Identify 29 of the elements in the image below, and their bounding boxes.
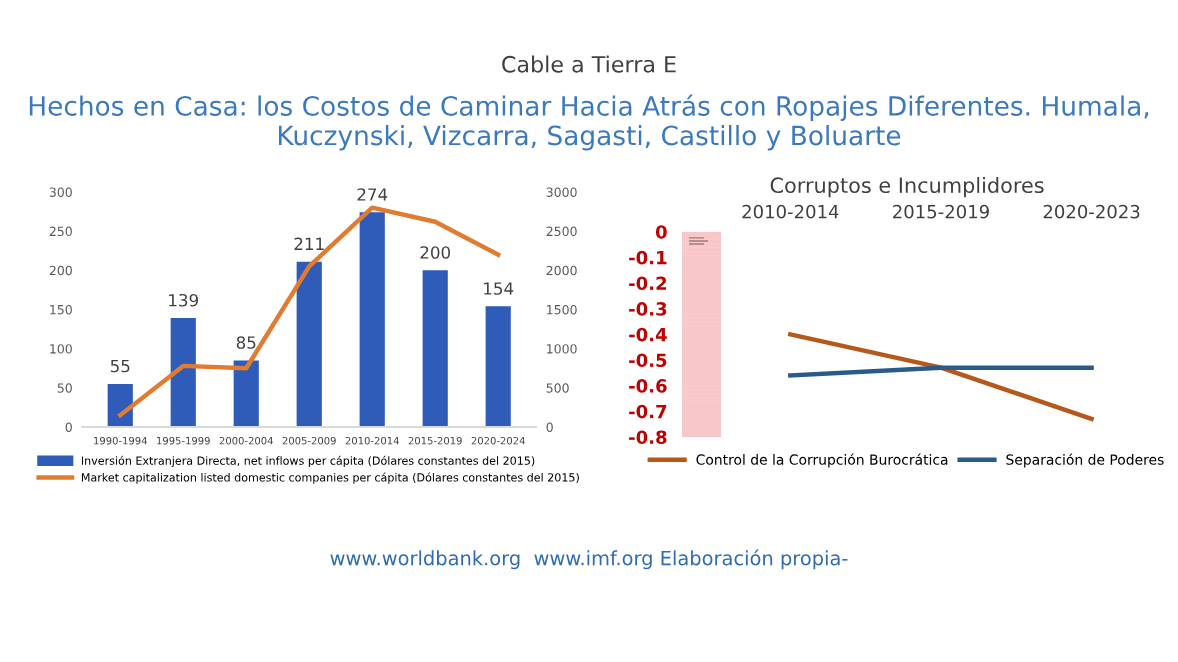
- data-label: 274: [357, 188, 388, 201]
- y-tick-label: -0.6: [629, 379, 667, 393]
- chart-title: Corruptos e Incumplidores: [770, 176, 1044, 198]
- x-tick-label: 2010-2014: [742, 204, 839, 219]
- bar: [422, 270, 448, 427]
- y-tick-label: -0.1: [629, 250, 667, 265]
- x-tick-label: 2020-2023: [1043, 204, 1140, 219]
- data-label: 154: [484, 282, 514, 295]
- data-label: 55: [110, 359, 130, 373]
- bar: [485, 306, 511, 427]
- y-tick-label: -0.8: [629, 430, 667, 445]
- x-tick-label: 2015-2019: [893, 204, 989, 219]
- y-tick-label: -0.2: [629, 276, 667, 291]
- y-tick-label: 0: [655, 225, 667, 239]
- y-tick-label: -0.7: [629, 404, 667, 419]
- bar: [233, 360, 259, 427]
- data-label: 200: [420, 246, 450, 259]
- data-label: 85: [236, 336, 256, 349]
- text: Hechos en Casa: los Costos de Caminar Hacia Atrás con Ropajes Diferentes. Humala, Kuczynski, Vizcarra, Sagasti, Castillo y Boluarte: [29, 94, 1149, 151]
- text: www.worldbank.org www.imf.org Elaboración propia-: [330, 549, 848, 570]
- y-tick-label: -0.4: [629, 327, 667, 342]
- text: Cable a Tierra E: [502, 55, 676, 73]
- bar: [296, 261, 322, 427]
- y-tick-label: -0.3: [629, 302, 667, 316]
- bar: [359, 212, 385, 427]
- data-label: 139: [169, 293, 198, 307]
- y-tick-label: -0.5: [629, 353, 667, 368]
- data-label: 211: [294, 237, 324, 250]
- bar: [170, 318, 196, 427]
